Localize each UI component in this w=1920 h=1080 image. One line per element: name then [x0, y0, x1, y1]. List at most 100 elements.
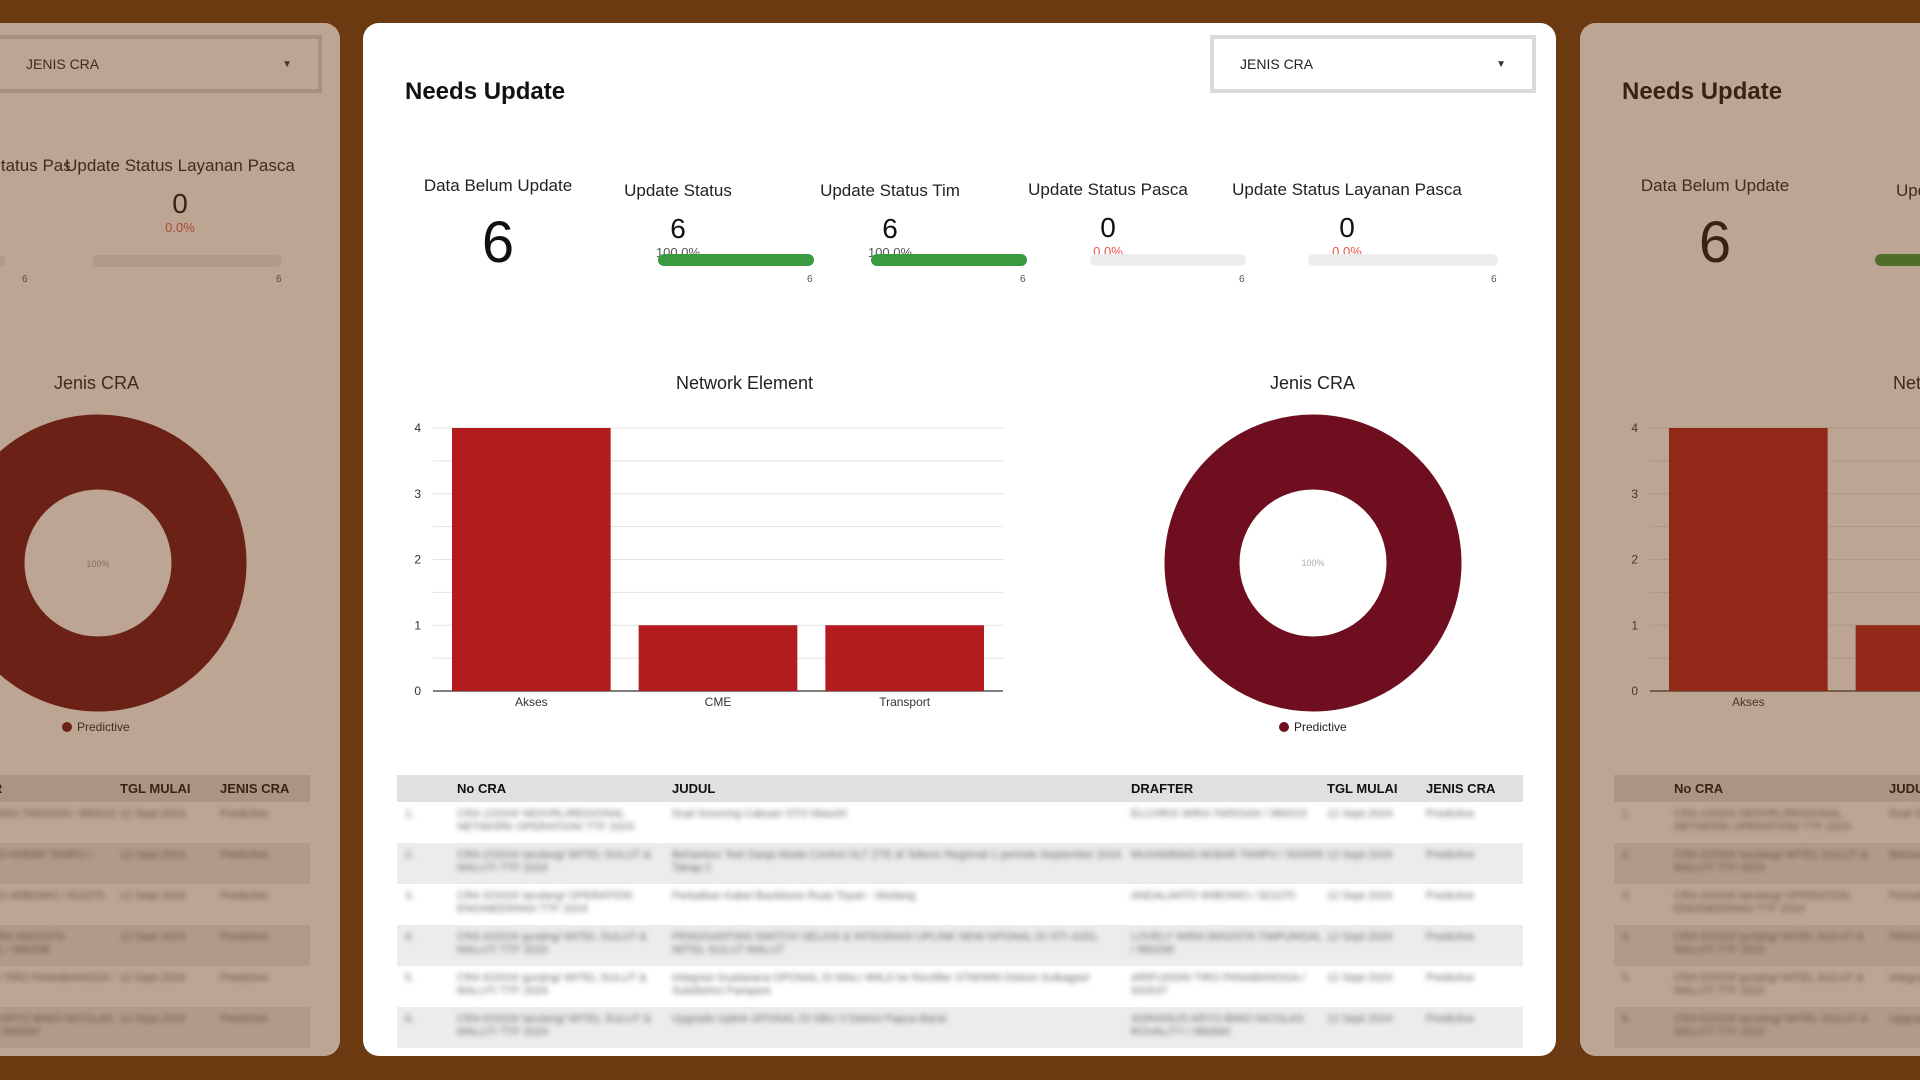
donut-legend: Predictive [62, 720, 130, 734]
next-slide-panel: Needs Update Data Belum Update 6 Update … [1580, 23, 1920, 1056]
table-row: ELCHRIS WIRA TARIGAN / 980015 12 Sept 202… [0, 802, 310, 843]
cell-drafter: ARIFUDDIN TIRO PANABANGGA / 920537 [1131, 972, 1305, 997]
cra-table-ghost: DRAFTER TGL MULAI JENIS CRA ELCHRIS WIRA… [0, 775, 310, 1048]
bar-cme[interactable] [1855, 625, 1920, 691]
cell-no-cra: CRA 4/2024/ gunjing/ WITEL SULUT & MALUT… [1674, 931, 1864, 956]
col-drafter: DRAFTER [0, 775, 120, 802]
bar-cme[interactable] [638, 625, 798, 691]
table-row[interactable]: 3. CRA 3/2024/ tarulang/ OPERATION ENGINE… [397, 884, 1523, 925]
cell-jenis: Predictive [220, 1013, 269, 1025]
cell-judul: Dual Sourcing Cabuan STO Masohi [1889, 808, 1920, 820]
bar-akses[interactable] [1669, 428, 1828, 691]
cell-no-cra: CRA 6/2024/ tarulang/ WITEL SULUT & MALU… [457, 1013, 651, 1038]
cell-drafter: ANDALANTO WIBOWO / 921075 [0, 890, 105, 902]
table-row[interactable]: 4. CRA 4/2024/ gunjing/ WITEL SULUT & MAL… [397, 925, 1523, 966]
y-tick-label: 2 [414, 553, 421, 567]
cell-tgl: 12 Sept 2024 [120, 931, 186, 943]
cell-tgl-mulai: 12 Sept 2024 [1327, 972, 1393, 984]
legend-dot-icon [1279, 722, 1289, 732]
donut-chart-title: Jenis CRA [54, 373, 140, 393]
bar-akses[interactable] [452, 428, 611, 691]
col-index [1614, 775, 1674, 802]
kpi-label: Update Status Layanan Pasca [65, 156, 295, 175]
legend-label: Predictive [1294, 720, 1347, 734]
kpi-value: 6 [882, 213, 898, 244]
cell-index: 1. [1622, 808, 1632, 820]
y-tick-label: 2 [1631, 553, 1638, 567]
col-drafter[interactable]: DRAFTER [1131, 781, 1194, 796]
cell-drafter: ADRIANUS ARYO BIMO NICOLAS ROVALITY / 98… [0, 1013, 113, 1038]
kpi-value: 0 [172, 188, 188, 219]
donut-chart-title: Jenis CRA [1270, 373, 1356, 393]
jenis-cra-donut-chart: 100% [1164, 414, 1462, 712]
cell-index: 1. [405, 808, 415, 820]
cell-jenis-cra: Predictive [1426, 808, 1475, 820]
col-tgl-mulai[interactable]: TGL MULAI [1327, 781, 1398, 796]
cell-tgl-mulai: 12 Sept 2024 [1327, 890, 1393, 902]
kpi-percent: 0.0% [165, 220, 195, 235]
table-row: ADRIANUS ARYO BIMO NICOLAS ROVALITY / 98… [0, 1007, 310, 1048]
cell-drafter: ANDALANTO WIBOWO / 921075 [1131, 890, 1296, 902]
table-row[interactable]: 2. CRA 2/2024/ tarulang/ WITEL SULUT & MA… [397, 843, 1523, 884]
table-row[interactable]: 5. CRA 5/2024/ gunjing/ WITEL SULUT & MAL… [397, 966, 1523, 1007]
y-tick-label: 4 [414, 421, 421, 435]
cell-drafter: MUHAMMAD AKBAR TAMPU / 920099 [1131, 849, 1324, 861]
cell-index: 6. [1622, 1013, 1632, 1025]
jenis-cra-dropdown[interactable]: JENIS CRA ▼ [1210, 35, 1536, 93]
cell-judul: PENGGANTIAN SWITCH SELASI & INTEGRASI UP… [672, 931, 1098, 956]
donut-slice-predictive [1164, 414, 1462, 712]
cell-drafter: ELCHRIS WIRA TARIGAN / 980015 [0, 808, 116, 820]
kpi-label: Update Status Layanan Pasca [1232, 180, 1462, 199]
progress-max: 6 [807, 274, 813, 285]
cell-no-cra: CRA 5/2024/ gunjing/ WITEL SULUT & MALUT… [1674, 972, 1864, 997]
table-row[interactable]: 1. CRA 1/2024/ NE/IVRL/REGIONAL NETWORK O… [397, 802, 1523, 843]
cell-tgl-mulai: 12 Sept 2024 [1327, 849, 1393, 861]
kpi-value: 6 [481, 210, 515, 275]
cell-jenis-cra: Predictive [1426, 849, 1475, 861]
x-tick-label: CME [705, 695, 732, 709]
cell-index: 5. [1622, 972, 1632, 984]
cell-tgl: 12 Sept 2024 [120, 849, 186, 861]
cell-judul: Upgrade Uplink GPONAL DI SBU 3 District … [1889, 1013, 1920, 1025]
table-row[interactable]: 6. CRA 6/2024/ tarulang/ WITEL SULUT & MA… [397, 1007, 1523, 1048]
cell-index: 4. [405, 931, 415, 943]
cell-judul: Dual Sourcing Cabuan STO Masohi [672, 808, 847, 820]
col-no-cra[interactable]: No CRA [457, 781, 507, 796]
progress-bar-update-status [658, 254, 814, 266]
progress-max: 6 [276, 274, 282, 285]
progress-fill [658, 254, 814, 266]
cell-index: 5. [405, 972, 415, 984]
kpi-label: Update Status [624, 181, 732, 200]
kpi-card-ghost: Data Belum Update 6 [1625, 176, 1805, 272]
x-tick-label: Akses [1732, 695, 1765, 709]
table-row: LOVELY WIRA WASISTA TIMPUNGAL / 980298 12… [0, 925, 310, 966]
progress-max: 6 [1239, 274, 1245, 285]
col-judul[interactable]: JUDUL [672, 781, 716, 796]
cell-judul: Integrasi Gualasana GPONAL DI MALI 4MLD … [672, 972, 1090, 997]
cell-jenis: Predictive [220, 849, 269, 861]
cell-jenis-cra: Predictive [1426, 890, 1475, 902]
needs-update-panel: Needs Update JENIS CRA ▼ Data Belum Upda… [363, 23, 1556, 1056]
cell-drafter: ADRIANUS ARYO BIMO NICOLAS ROVALITY / 98… [1131, 1013, 1304, 1038]
kpi-label: Update Status Pasca [0, 156, 70, 175]
bar-transport[interactable] [825, 625, 984, 691]
y-tick-label: 0 [414, 684, 421, 698]
x-tick-label: Akses [515, 695, 548, 709]
cell-judul: Perbaikan Kabel Backbone Ruas Toyan - Mo… [672, 890, 916, 902]
col-jenis-cra[interactable]: JENIS CRA [1426, 781, 1496, 796]
cell-index: 3. [405, 890, 415, 902]
col-jenis-cra: JENIS CRA [220, 781, 290, 796]
cell-jenis: Predictive [220, 972, 269, 984]
progress-fill [871, 254, 1027, 266]
kpi-data-belum-update: Data Belum Update 6 [408, 176, 588, 272]
table-row: 5. CRA 5/2024/ gunjing/ WITEL SULUT & MAL… [1614, 966, 1920, 1007]
kpi-label: Data Belum Update [1640, 176, 1790, 195]
y-tick-label: 1 [1631, 618, 1638, 632]
progress-bar-ghost [0, 255, 6, 267]
cell-tgl-mulai: 12 Sept 2024 [1327, 1013, 1393, 1025]
cell-no-cra: CRA 3/2024/ tarulang/ OPERATION ENGINEER… [457, 890, 633, 915]
col-tgl-mulai: TGL MULAI [120, 781, 191, 796]
cell-no-cra: CRA 2/2024/ tarulang/ WITEL SULUT & MALU… [457, 849, 651, 874]
cell-drafter: LOVELY WIRA WASISTA TIMPUNGAL / 980298 [1131, 931, 1322, 956]
y-tick-label: 0 [1631, 684, 1638, 698]
